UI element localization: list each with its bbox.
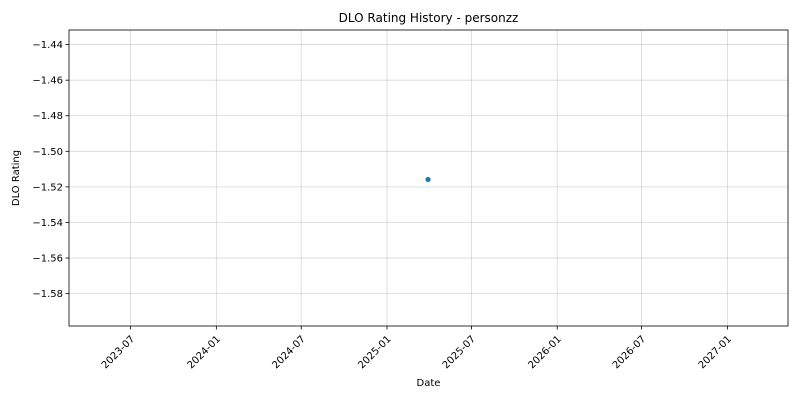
y-tick-label: −1.54	[32, 218, 63, 229]
y-tick-label: −1.48	[32, 111, 63, 122]
y-tick-label: −1.46	[32, 76, 63, 87]
x-tick-label: 2027-01	[697, 334, 734, 371]
y-tick-label: −1.50	[32, 147, 63, 158]
x-tick-label: 2023-07	[100, 334, 137, 371]
data-points	[425, 176, 431, 183]
x-tick-label: 2024-07	[271, 334, 308, 371]
y-axis-label: DLO Rating	[11, 150, 22, 206]
x-tick-label: 2024-01	[186, 334, 223, 371]
x-tick-label: 2026-07	[611, 334, 648, 371]
x-axis-label: Date	[417, 378, 441, 389]
data-point	[425, 176, 431, 183]
chart-title: DLO Rating History - personzz	[339, 11, 519, 25]
y-tick-label: −1.52	[32, 182, 63, 193]
y-tick-label: −1.58	[32, 289, 63, 300]
x-axis-ticks: 2023-07 2024-01 2024-07 2025-01 2025-07 2026-…	[100, 326, 734, 371]
y-axis-ticks: −1.44 −1.46 −1.48 −1.50 −1.52 −1.54 −1.56 −1.58	[32, 40, 69, 300]
x-tick-label: 2025-07	[441, 334, 478, 371]
x-tick-label: 2026-01	[527, 334, 564, 371]
x-tick-label: 2025-01	[356, 334, 393, 371]
y-tick-label: −1.44	[32, 40, 63, 51]
y-tick-label: −1.56	[32, 254, 63, 265]
grid-lines	[69, 30, 788, 326]
plot-area-frame	[68, 29, 789, 327]
